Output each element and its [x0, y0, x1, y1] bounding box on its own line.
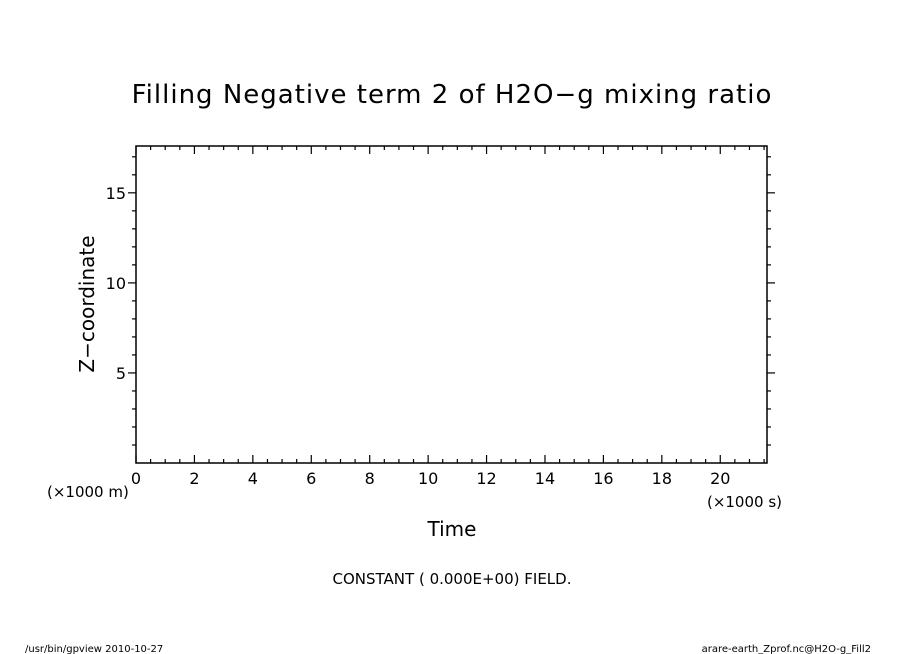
x-tick-label: 2: [189, 469, 199, 488]
y-axis-label: Z−coordinate: [75, 235, 99, 372]
footer-program-date: /usr/bin/gpview 2010-10-27: [25, 644, 163, 654]
x-tick-label: 4: [248, 469, 258, 488]
chart-title: Filling Negative term 2 of H2O−g mixing …: [132, 80, 773, 110]
axis-tick-labels: 0 2 4 6 8 10 12 14 16 18 20 5 10 15: [106, 184, 731, 488]
x-tick-label: 18: [652, 469, 672, 488]
x-axis-unit: (×1000 s): [707, 493, 782, 511]
y-tick-label: 10: [106, 274, 126, 293]
x-tick-label: 6: [306, 469, 316, 488]
constant-field-note: CONSTANT ( 0.000E+00) FIELD.: [333, 570, 572, 588]
x-tick-label: 14: [535, 469, 555, 488]
plot-frame: [135, 145, 768, 464]
x-tick-label: 16: [593, 469, 613, 488]
x-tick-label: 10: [418, 469, 438, 488]
x-tick-label: 8: [365, 469, 375, 488]
x-axis-label: Time: [427, 517, 477, 541]
axis-ticks: [128, 146, 775, 463]
y-tick-label: 5: [116, 364, 126, 383]
x-tick-label: 20: [710, 469, 730, 488]
y-axis-unit: (×1000 m): [47, 483, 129, 501]
y-tick-label: 15: [106, 184, 126, 203]
x-tick-label: 0: [131, 469, 141, 488]
footer-file-variable: arare-earth_Zprof.nc@H2O-g_Fill2: [702, 644, 871, 654]
x-tick-label: 12: [476, 469, 496, 488]
